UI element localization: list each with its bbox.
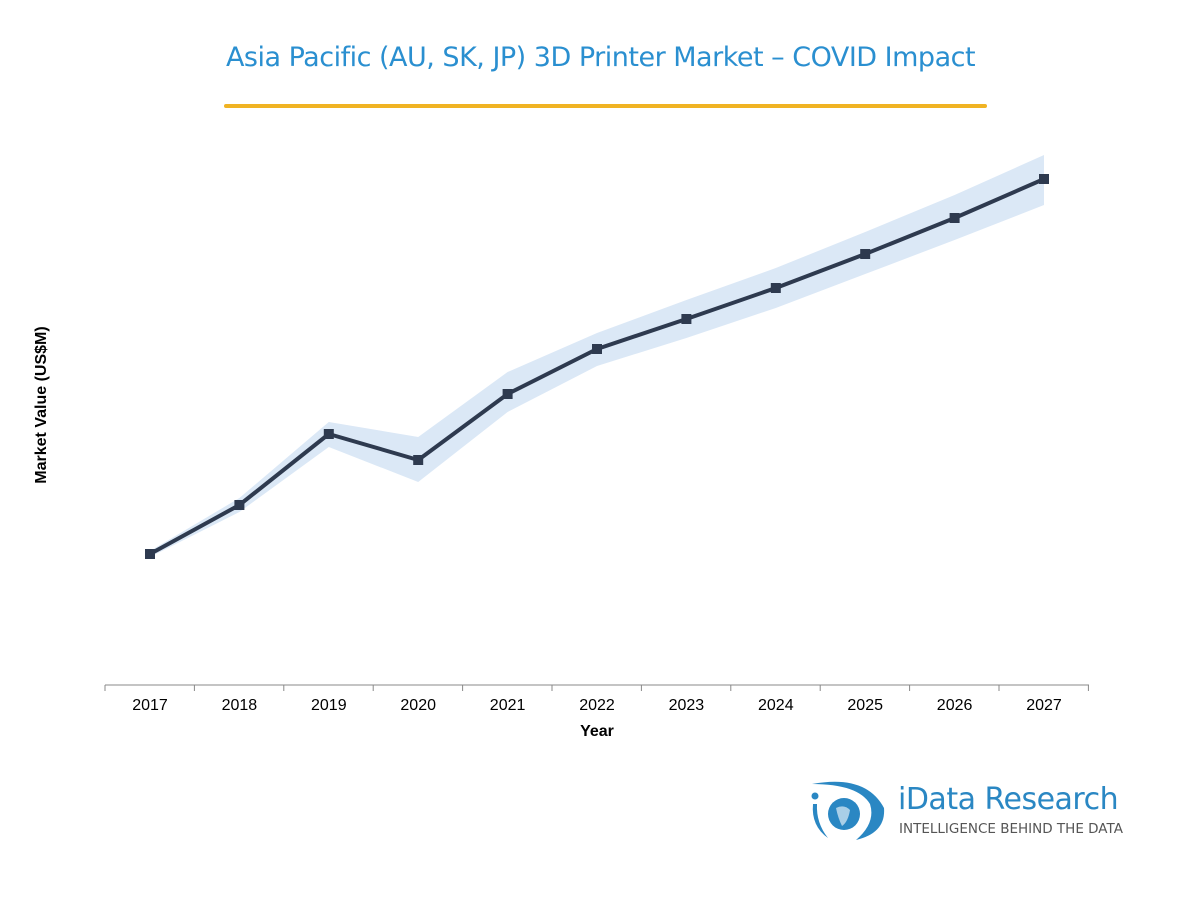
data-point-2023 (681, 314, 692, 324)
y-axis-title: Market Value (US$M) (33, 326, 50, 483)
data-point-2024 (770, 283, 781, 293)
data-point-2020 (413, 455, 424, 465)
data-point-2018 (234, 500, 245, 510)
x-tick-label-2022: 2022 (579, 697, 615, 714)
data-point-2026 (949, 213, 960, 223)
x-axis-title: Year (580, 723, 614, 740)
x-tick-label-2027: 2027 (1026, 697, 1062, 714)
x-tick-label-2026: 2026 (937, 697, 973, 714)
title-underline (224, 104, 987, 108)
x-tick-label-2025: 2025 (847, 697, 883, 714)
data-point-2027 (1039, 174, 1049, 184)
globe-logo-icon (811, 781, 885, 840)
x-tick-label-2021: 2021 (490, 697, 526, 714)
data-point-2019 (323, 429, 334, 439)
data-point-2022 (592, 344, 602, 354)
logo-name: iData Research (898, 782, 1119, 817)
x-tick-label-2024: 2024 (758, 697, 794, 714)
x-tick-label-2020: 2020 (400, 697, 436, 714)
x-tick-label-2019: 2019 (311, 697, 347, 714)
x-tick-label-2018: 2018 (222, 697, 258, 714)
x-tick-label-2017: 2017 (132, 697, 168, 714)
market-value-line (149, 177, 1045, 556)
x-tick-label-2023: 2023 (669, 697, 705, 714)
data-point-2025 (860, 249, 871, 259)
idata-research-logo: iData Research INTELLIGENCE BEHIND THE D… (806, 778, 1126, 843)
data-point-2017 (145, 549, 155, 559)
confidence-band (150, 155, 1044, 557)
logo-tagline: INTELLIGENCE BEHIND THE DATA (899, 821, 1123, 837)
chart-title: Asia Pacific (AU, SK, JP) 3D Printer Mar… (225, 42, 976, 73)
data-point-2021 (502, 389, 513, 399)
